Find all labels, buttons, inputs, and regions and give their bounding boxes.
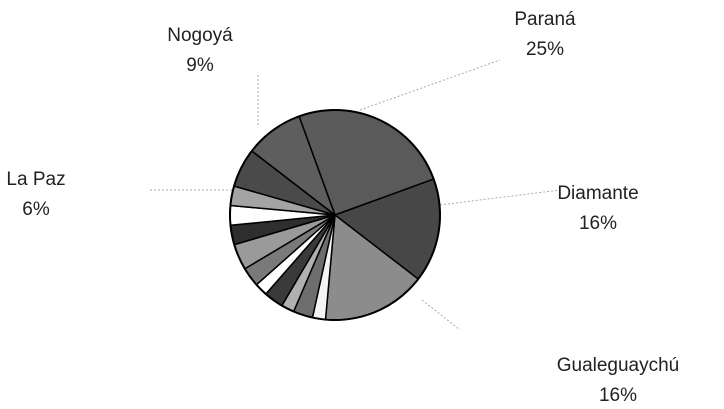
slice-label: Nogoyá bbox=[167, 25, 233, 46]
leader-lines bbox=[150, 59, 561, 331]
slice-label: La Paz bbox=[6, 169, 65, 190]
pie-outline bbox=[229, 109, 441, 321]
leader-line bbox=[421, 299, 461, 331]
leader-line bbox=[359, 59, 501, 111]
slice-label: Gualeguaychú bbox=[557, 355, 680, 376]
slice-label: Diamante bbox=[557, 183, 638, 204]
slice-value-label: 16% bbox=[579, 213, 617, 234]
slice-value-label: 16% bbox=[599, 385, 637, 406]
slice-value-label: 6% bbox=[22, 199, 50, 220]
slice-value-label: 25% bbox=[526, 39, 564, 60]
leader-line bbox=[439, 189, 561, 206]
slice-value-label: 9% bbox=[186, 55, 214, 76]
pie bbox=[229, 109, 441, 321]
slice-label: Paraná bbox=[514, 9, 576, 30]
